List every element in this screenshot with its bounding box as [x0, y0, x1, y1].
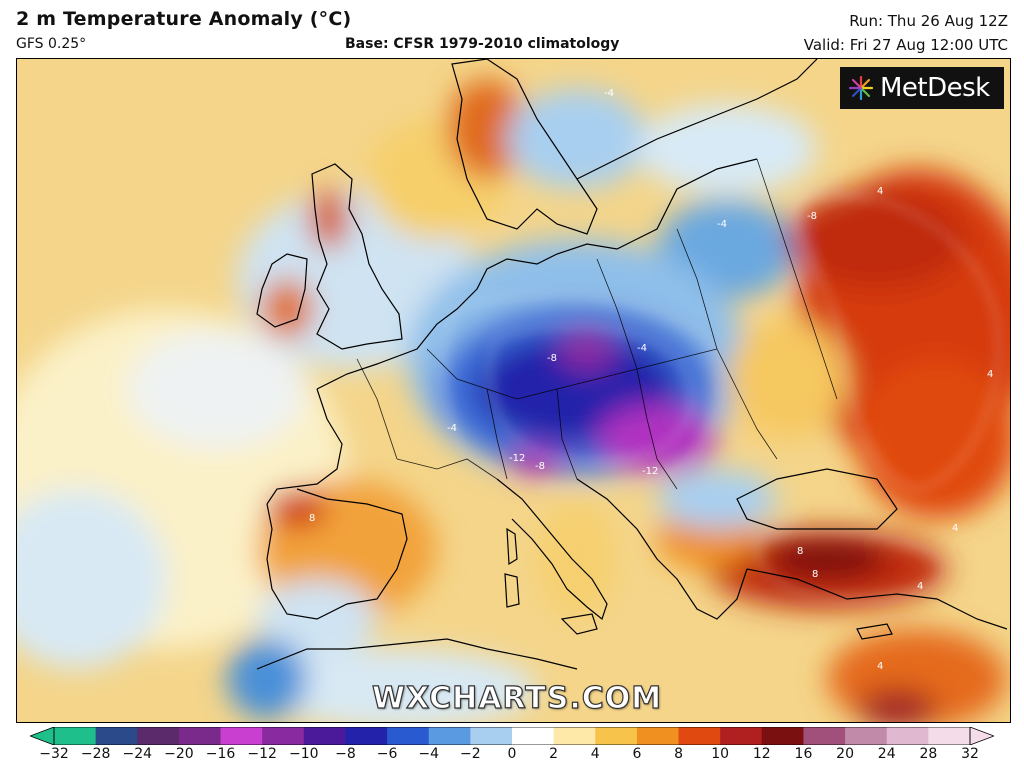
contour-label: 4: [987, 369, 993, 380]
colorbar-tick-label: 4: [590, 746, 600, 762]
colorbar-tick-label: 2: [549, 746, 559, 762]
contour-label: 8: [309, 513, 315, 524]
colorbar-outline: [53, 727, 971, 745]
colorbar-segment: [512, 727, 555, 745]
colorbar-segment: [178, 727, 222, 745]
colorbar-tick-label: 12: [752, 746, 771, 762]
contour-lines: [441, 194, 1000, 601]
colorbar-segment: [845, 727, 888, 745]
colorbar-tick-label: −2: [460, 746, 481, 762]
colorbar-segment: [595, 727, 638, 745]
colorbar-tick-label: 6: [632, 746, 642, 762]
contour-label-group: -4 -8 -4 -8 -12 -12 -4 -8 4 4 4 8 4 8 8 …: [309, 88, 993, 672]
colorbar-tick-label: 16: [794, 746, 813, 762]
metdesk-logo-text: MetDesk: [880, 73, 990, 103]
colorbar-tick-label: 32: [961, 746, 979, 762]
wxcharts-watermark: WXCHARTS.COM: [371, 680, 663, 716]
colorbar-tick-label: −32: [39, 746, 69, 762]
colorbar-segment: [928, 727, 971, 745]
colorbar-segment: [387, 727, 430, 745]
coastlines: [256, 59, 1008, 670]
colorbar-segment: [220, 727, 263, 745]
contour-label: -8: [807, 211, 817, 222]
metdesk-burst-icon: [848, 75, 874, 101]
colorbar-tick-label: −4: [418, 746, 440, 762]
colorbar-segment: [886, 727, 929, 745]
colorbar-segment: [720, 727, 763, 745]
colorbar: [30, 727, 994, 745]
colorbar-segment: [636, 727, 680, 745]
colorbar-tick-label: −20: [164, 746, 194, 762]
colorbar-tick-label: −6: [376, 746, 398, 762]
colorbar-segment: [470, 727, 513, 745]
contour-label: -8: [535, 461, 545, 472]
contour-label: -4: [604, 88, 614, 99]
colorbar-tick-label: −12: [247, 746, 277, 762]
colorbar-tick-label: 10: [711, 746, 730, 762]
colorbar-segment: [553, 727, 596, 745]
colorbar-tick-label: −8: [335, 746, 356, 762]
contour-label: -4: [717, 219, 727, 230]
run-time-label: Run: Thu 26 Aug 12Z: [849, 12, 1008, 30]
contour-label: -4: [637, 343, 647, 354]
colorbar-segment: [803, 727, 846, 745]
model-label: GFS 0.25°: [16, 36, 87, 52]
contour-label: -12: [509, 453, 525, 464]
contour-label: -12: [642, 466, 658, 477]
contour-label: 8: [812, 569, 818, 580]
borders: [356, 158, 838, 490]
colorbar-segment: [303, 727, 346, 745]
colorbar-tick-label: 28: [919, 746, 938, 762]
colorbar-tick-label: 0: [507, 746, 517, 762]
contour-label: 4: [952, 523, 958, 534]
colorbar-tick-label: −10: [289, 746, 319, 762]
colorbar-segment: [262, 727, 305, 745]
contour-label: 4: [877, 661, 883, 672]
colorbar-segment: [137, 727, 180, 745]
colorbar-min-arrow: [30, 727, 55, 745]
climatology-base-label: Base: CFSR 1979-2010 climatology: [345, 36, 620, 52]
contour-label: -4: [447, 423, 457, 434]
colorbar-tick-label: −16: [205, 746, 236, 762]
colorbar-max-arrow: [969, 727, 994, 745]
colorbar-segment: [678, 727, 721, 745]
valid-time-label: Valid: Fri 27 Aug 12:00 UTC: [803, 36, 1008, 54]
colorbar-ticks: −32 −28 −24 −20 −16 −12 −10 −8 −6 −4 −2 0 2 4 6 8 10 12 16…: [0, 746, 1024, 768]
contour-label: 4: [877, 186, 883, 197]
colorbar-tick-label: 8: [674, 746, 683, 762]
colorbar-tick-label: 24: [877, 746, 896, 762]
anomaly-map[interactable]: -4 -8 -4 -8 -12 -12 -4 -8 4 4 4 8 4 8 8 …: [16, 58, 1011, 723]
colorbar-segment: [428, 727, 471, 745]
contour-label: -8: [547, 353, 557, 364]
colorbar-segment: [54, 727, 97, 745]
colorbar-tick-label: 20: [836, 746, 854, 762]
colorbar-tick-label: −24: [122, 746, 153, 762]
contour-label: 8: [797, 546, 803, 557]
colorbar-segment: [95, 727, 138, 745]
contour-label: 4: [917, 581, 923, 592]
colorbar-segment: [761, 727, 804, 745]
colorbar-segments: [54, 727, 971, 745]
map-canvas: -4 -8 -4 -8 -12 -12 -4 -8 4 4 4 8 4 8 8 …: [17, 59, 1010, 722]
chart-title: 2 m Temperature Anomaly (°C): [16, 8, 352, 30]
colorbar-segment: [345, 727, 388, 745]
colorbar-tick-label: −28: [80, 746, 111, 762]
metdesk-logo: MetDesk: [840, 67, 1004, 109]
anomaly-field: [17, 79, 1010, 722]
